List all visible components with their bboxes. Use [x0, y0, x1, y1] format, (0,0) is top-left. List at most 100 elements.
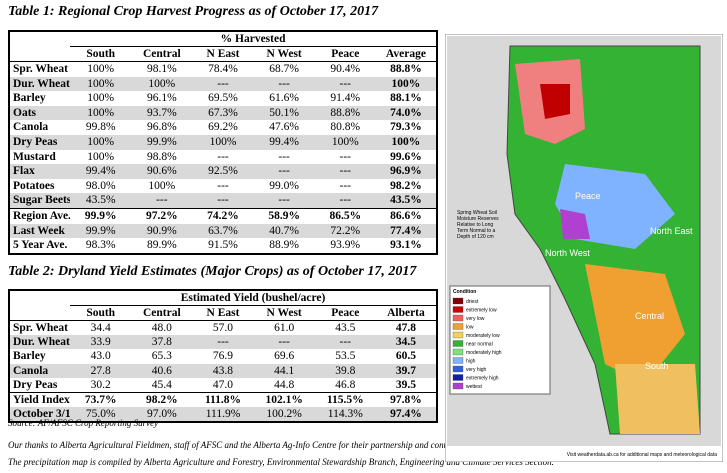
header-row: South Central N East N West Peace Average: [9, 47, 437, 62]
row-label: Last Week: [9, 223, 71, 239]
cell: 39.5: [395, 378, 416, 391]
legend-swatch: [452, 365, 464, 373]
data-row: Dur. Wheat 33.9 37.8 --- --- --- 34.5: [9, 335, 437, 350]
legend-swatch: [452, 340, 464, 347]
row-label: Spr. Wheat: [13, 322, 68, 334]
legend-swatch: [452, 331, 464, 339]
cell: 45.4: [151, 378, 172, 391]
column-header: Peace: [331, 48, 360, 60]
cell: 98.2%: [146, 394, 178, 407]
blank-cell: [9, 31, 70, 47]
cell: ---: [253, 164, 315, 179]
cell: 90.4%: [330, 63, 361, 75]
cell: 58.9%: [268, 209, 300, 222]
row-label: Potatoes: [13, 179, 55, 192]
column-header: N East: [206, 48, 240, 60]
cell: 43.0: [90, 350, 111, 363]
legend-swatch: [452, 348, 464, 356]
legend-swatch: [452, 314, 464, 322]
cell: 88.8%: [314, 105, 376, 121]
cell: 99.9%: [70, 223, 132, 239]
legend-label: moderately low: [466, 333, 500, 339]
cell: 99.0%: [269, 179, 299, 192]
cell: ---: [217, 150, 229, 163]
cell: 99.6%: [390, 150, 422, 163]
cell: 73.7%: [84, 394, 117, 407]
cell: 91.4%: [330, 92, 361, 105]
data-row: Oats 100% 93.7% 67.3% 50.1% 88.8% 74.0%: [9, 105, 437, 121]
column-header: Central: [143, 307, 181, 319]
cell: 37.8: [131, 335, 193, 350]
legend-box: [449, 285, 551, 395]
cell: 40.6: [131, 363, 193, 378]
cell: 69.2%: [208, 121, 238, 134]
column-header: South: [86, 48, 116, 60]
cell: 100.2%: [253, 407, 315, 423]
group-header: Estimated Yield (bushel/acre): [70, 290, 437, 306]
cell: 47.6%: [269, 121, 299, 134]
cell: 88.9%: [269, 239, 299, 252]
cell: 69.6: [274, 350, 295, 363]
cell: 111.9%: [192, 407, 254, 423]
cell: 100%: [375, 76, 437, 92]
table2: Estimated Yield (bushel/acre) South Centra…: [8, 289, 438, 424]
cell: 53.5: [335, 350, 356, 363]
moisture-driest: [540, 84, 570, 119]
table1-title: Table 1: Regional Crop Harvest Progress …: [8, 4, 379, 19]
cell: 43.5: [335, 322, 356, 334]
cell: 77.4%: [375, 223, 437, 239]
cell: 43.5%: [70, 193, 132, 209]
row-label: Sugar Beets: [9, 193, 71, 209]
column-header: N East: [206, 307, 240, 319]
cell: 61.6%: [269, 92, 299, 105]
region-label: Central: [635, 311, 664, 321]
header-row: Estimated Yield (bushel/acre): [9, 290, 437, 306]
moisture-dry: [585, 264, 685, 384]
cell: 44.8: [274, 378, 295, 391]
cell: 100%: [87, 92, 115, 105]
cell: 92.5%: [192, 164, 254, 179]
cell: 99.9%: [84, 209, 117, 222]
cell: 97.0%: [131, 407, 193, 423]
row-label: Dry Peas: [9, 134, 71, 150]
legend-swatch: [452, 374, 464, 381]
legend-label: wettest: [466, 384, 482, 390]
data-row: Barley 100% 96.1% 69.5% 61.6% 91.4% 88.1%: [9, 91, 437, 106]
cell: 68.7%: [269, 63, 299, 75]
table2-title: Table 2: Dryland Yield Estimates (Major …: [8, 264, 417, 279]
data-row: 5 Year Ave. 98.3% 89.9% 91.5% 88.9% 93.9% 93.1…: [9, 238, 437, 254]
column-header: N West: [266, 48, 302, 60]
cell: ---: [131, 193, 193, 209]
cell: 100%: [87, 63, 115, 75]
data-row: Sugar Beets 43.5% --- --- --- --- 43.5%: [9, 193, 437, 209]
column-header: Central: [143, 48, 181, 60]
cell: 98.2%: [390, 179, 422, 192]
cell: 99.4%: [70, 164, 132, 179]
data-row: Yield Index 73.7% 98.2% 111.8% 102.1% 115.5% 9…: [9, 392, 437, 408]
cell: 27.8: [70, 363, 132, 378]
blank-cell: [9, 47, 70, 62]
cell: 99.9%: [131, 134, 193, 150]
data-row: October 3/17 75.0% 97.0% 111.9% 100.2% 114.3%…: [9, 407, 437, 423]
cell: 90.9%: [131, 223, 193, 239]
region-label: North East: [650, 226, 693, 236]
cell: 65.3: [151, 350, 172, 363]
cell: ---: [192, 193, 254, 209]
cell: 33.9: [70, 335, 132, 350]
region-label: Peace: [575, 191, 601, 201]
blank-cell: [9, 306, 70, 321]
cell: 57.0: [212, 322, 234, 334]
legend-swatch: [452, 357, 464, 364]
cell: 39.7: [375, 363, 437, 378]
data-row: Dry Peas 30.2 45.4 47.0 44.8 46.8 39.5: [9, 378, 437, 393]
column-header: N West: [266, 307, 302, 319]
row-label: Barley: [13, 350, 46, 363]
legend-swatch: [452, 306, 464, 313]
cell: 74.0%: [375, 105, 437, 121]
cell: 98.8%: [146, 150, 177, 163]
cell: 69.5%: [208, 92, 238, 105]
data-row: Canola 27.8 40.6 43.8 44.1 39.8 39.7: [9, 363, 437, 378]
row-label: Dry Peas: [13, 378, 58, 391]
data-row: Flax 99.4% 90.6% 92.5% --- --- 96.9%: [9, 164, 437, 179]
row-label: Canola: [13, 121, 49, 134]
